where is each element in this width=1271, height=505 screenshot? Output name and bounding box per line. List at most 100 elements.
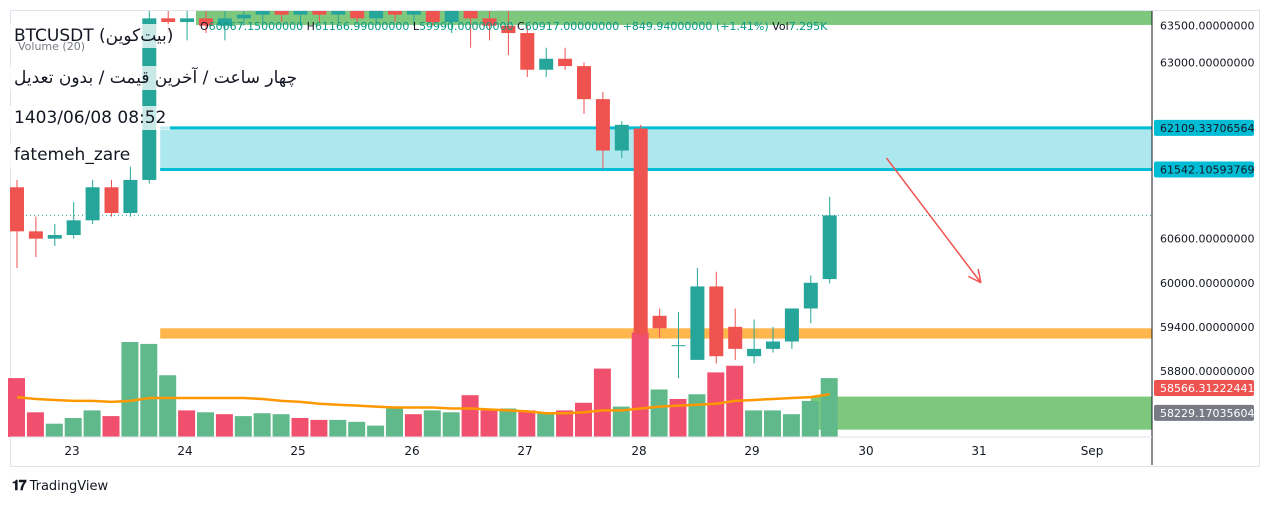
ohlc-volume: 7.295K (788, 20, 828, 33)
y-tick-label: 63500.00000000 (1160, 20, 1254, 33)
volume-bar (26, 412, 44, 437)
ohlc-vol-key: Vol (772, 20, 789, 33)
x-tick-label: 24 (177, 444, 192, 458)
volume-bar (178, 410, 196, 437)
candle-body (501, 25, 516, 34)
volume-bar (556, 410, 574, 437)
price-tag-bg (1154, 161, 1254, 178)
candle-body (331, 11, 346, 15)
volume-bar (159, 375, 177, 437)
candle-body (142, 18, 157, 180)
candle-body (312, 11, 327, 15)
forecast-arrow-head (977, 268, 982, 283)
x-tick-label: 23 (64, 444, 79, 458)
ohlc-low: 59990.00000000 (419, 20, 514, 33)
price-tag-label: 62109.33706564 (1160, 122, 1254, 135)
volume-bar (631, 332, 649, 437)
volume-bar (423, 410, 441, 437)
x-tick-label: 28 (631, 444, 646, 458)
x-tick-label: Sep (1081, 444, 1104, 458)
candle-body (444, 11, 459, 23)
volume-bar (234, 416, 252, 437)
volume-bar (764, 410, 781, 437)
volume-bar (480, 410, 498, 437)
candle-body (236, 14, 251, 19)
y-tick-label: 60600.00000000 (1160, 233, 1254, 246)
candle-body (47, 235, 62, 239)
x-tick-label: 30 (858, 444, 873, 458)
volume-bar (386, 408, 403, 437)
candle-body (104, 187, 119, 213)
candle-body (28, 231, 43, 239)
volume-bar (310, 419, 328, 437)
volume-bar (348, 421, 366, 437)
price-tag-label: 58229.17035604 (1160, 407, 1254, 420)
y-tick-label: 58800.00000000 (1160, 365, 1254, 378)
ohlc-o-key: O (200, 20, 209, 33)
support-zone (160, 328, 1152, 339)
candle-body (709, 286, 724, 357)
candle-body (577, 66, 591, 100)
volume-bar (102, 416, 120, 437)
candle-body (803, 282, 818, 309)
volume-bar (272, 414, 290, 437)
volume-bar (461, 395, 479, 437)
candle-body (652, 315, 667, 329)
volume-bar (669, 399, 687, 437)
chart-subtitle: چهار ساعت / آخرین قیمت / بدون تعدیل (10, 66, 302, 90)
symbol-title: BTCUSDT (بیت‌کوین) (10, 24, 178, 48)
bottom-band (810, 396, 1152, 430)
candle-body (406, 11, 421, 15)
price-tag-label: 61542.10593769 (1160, 163, 1254, 176)
candle-body (369, 11, 384, 19)
price-tag-label: 58566.31222441 (1160, 382, 1254, 395)
volume-bar (404, 414, 422, 437)
x-tick-label: 25 (290, 444, 305, 458)
tradingview-name: TradingView (29, 478, 109, 494)
ohlc-l-key: L (412, 20, 420, 33)
volume-bar (64, 418, 82, 437)
price-tag-bg (1154, 404, 1254, 421)
candle-body (293, 11, 308, 15)
volume-bar (612, 406, 630, 437)
price-tag-bg (1154, 380, 1254, 397)
candle-body (180, 18, 195, 23)
y-tick-label: 59400.00000000 (1160, 321, 1254, 334)
volume-bar (688, 394, 706, 437)
candle-body (822, 215, 837, 280)
candle-body (10, 187, 24, 232)
volume-bar (253, 413, 271, 437)
ohlc-open: 60067.15000000 (208, 20, 304, 33)
tradingview-mark-icon: 𝟏𝟕 (12, 478, 27, 494)
candle-body (671, 345, 686, 347)
volume-bar (121, 342, 139, 437)
candle-body (350, 11, 365, 19)
candle-body (463, 11, 478, 19)
price-tag-bg (1154, 119, 1254, 136)
volume-bar (215, 414, 233, 437)
candle-body (482, 18, 497, 26)
volume-bar (650, 389, 668, 437)
x-tick-label: 27 (517, 444, 532, 458)
tradingview-logo[interactable]: 𝟏𝟕 TradingView (12, 478, 108, 494)
candle-body (274, 11, 289, 15)
candle-body (614, 124, 629, 151)
y-tick-label: 60000.00000000 (1160, 277, 1254, 290)
candle-body (66, 220, 81, 236)
candle-body (784, 308, 799, 342)
candle-body (539, 58, 554, 70)
candle-body (595, 99, 610, 151)
candle-body (520, 33, 535, 70)
x-tick-label: 29 (744, 444, 759, 458)
candle-body (747, 348, 762, 357)
volume-bar (518, 410, 536, 437)
volume-bar (197, 412, 214, 437)
x-tick-label: 26 (404, 444, 419, 458)
ohlc-c-key: C (517, 20, 525, 33)
volume-bar (537, 413, 555, 437)
volume-bar (593, 368, 611, 437)
candle-body (766, 341, 780, 349)
volume-bar (367, 425, 385, 437)
candle-body (388, 11, 402, 15)
